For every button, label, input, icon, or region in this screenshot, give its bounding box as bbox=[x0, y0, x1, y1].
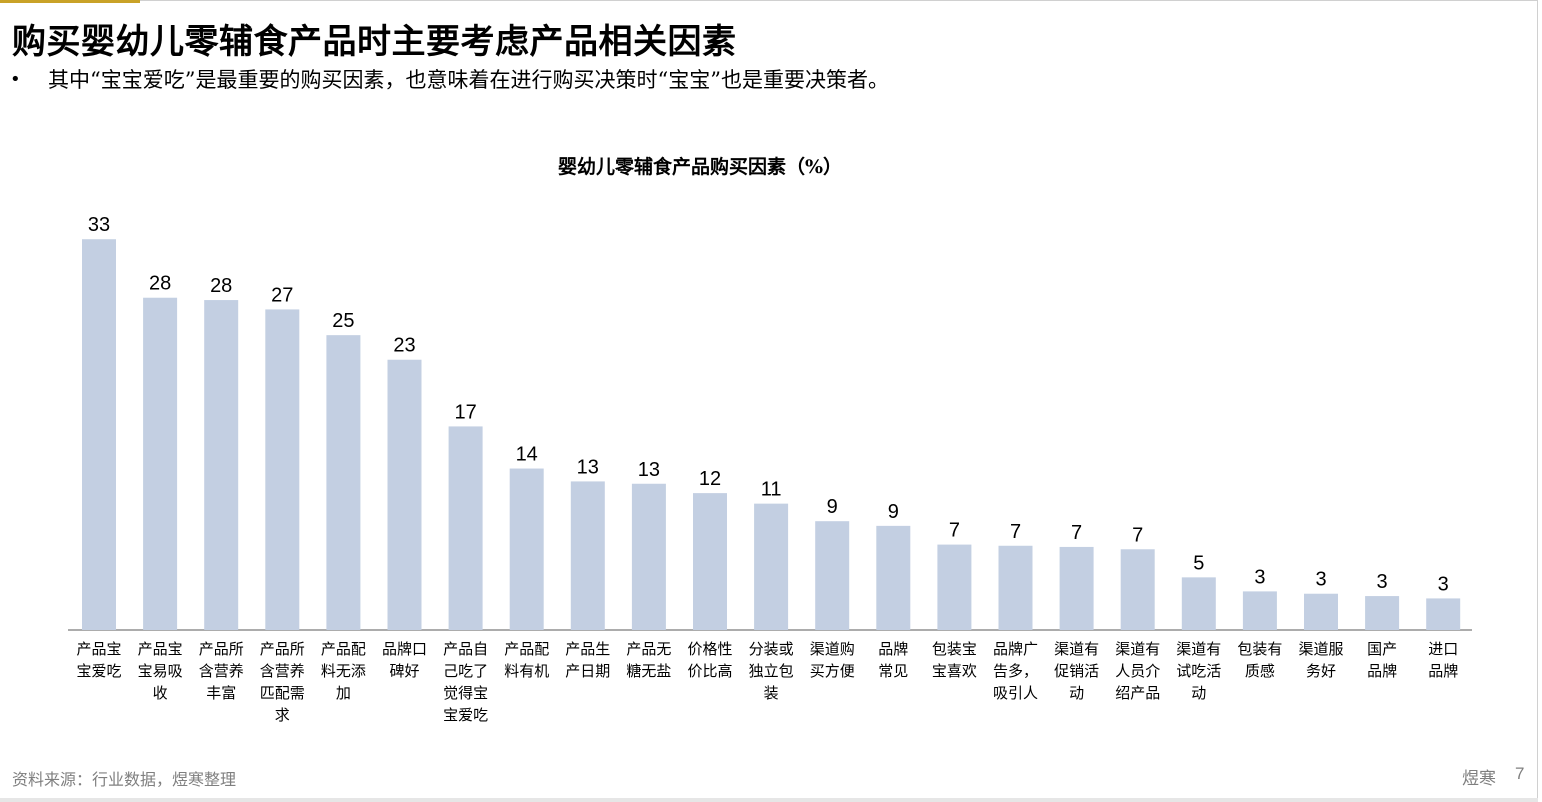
bar bbox=[693, 493, 727, 630]
bar bbox=[509, 468, 544, 630]
x-tick-label: 进口品牌 bbox=[1428, 640, 1458, 680]
bottom-edge bbox=[0, 798, 1538, 802]
right-border-line bbox=[1537, 0, 1538, 798]
data-label: 13 bbox=[638, 459, 660, 481]
data-label: 3 bbox=[1254, 566, 1265, 588]
bar bbox=[754, 503, 789, 630]
x-tick-label: 产品配料无添加 bbox=[321, 640, 366, 702]
x-tick-label: 包装宝宝喜欢 bbox=[932, 640, 977, 680]
data-label: 12 bbox=[699, 468, 721, 490]
x-tick-label: 包装有质感 bbox=[1237, 640, 1282, 680]
x-tick-label: 分装或独立包装 bbox=[749, 640, 794, 702]
bullet-dot-icon: • bbox=[10, 68, 21, 90]
data-label: 28 bbox=[210, 275, 232, 297]
bar bbox=[387, 359, 422, 630]
data-label: 28 bbox=[149, 273, 171, 295]
data-label: 7 bbox=[949, 520, 960, 542]
data-label: 3 bbox=[1315, 569, 1326, 591]
x-tick-label: 产品所含营养匹配需求 bbox=[260, 640, 305, 724]
bar bbox=[1181, 577, 1216, 630]
x-tick-label: 产品自己吃了觉得宝宝爱吃 bbox=[443, 640, 488, 724]
bar bbox=[82, 239, 116, 630]
data-label: 27 bbox=[271, 284, 293, 306]
x-tick-label: 价格性价比高 bbox=[687, 640, 732, 680]
data-label: 13 bbox=[577, 456, 599, 478]
x-tick-label: 国产品牌 bbox=[1367, 640, 1397, 680]
data-label: 7 bbox=[1071, 522, 1082, 544]
x-tick-label: 产品生产日期 bbox=[565, 640, 610, 680]
bar bbox=[1304, 593, 1338, 630]
bar bbox=[570, 481, 605, 630]
x-tick-label: 产品宝宝爱吃 bbox=[76, 640, 121, 680]
bar bbox=[1242, 591, 1277, 630]
x-tick-label: 渠道有试吃活动 bbox=[1176, 640, 1221, 702]
x-tick-label: 渠道服务好 bbox=[1298, 640, 1343, 680]
brand-name: 煜寒 bbox=[1462, 769, 1496, 789]
page-number: 7 bbox=[1515, 764, 1525, 783]
x-tick-label: 品牌广告多，吸引人 bbox=[993, 640, 1038, 702]
top-accent-rule bbox=[0, 0, 140, 3]
x-tick-label: 渠道有促销活动 bbox=[1054, 640, 1099, 702]
data-label: 3 bbox=[1438, 573, 1449, 595]
page-title: 购买婴幼儿零辅食产品时主要考虑产品相关因素 bbox=[12, 22, 737, 62]
data-label: 9 bbox=[888, 501, 899, 523]
x-tick-label: 产品所含营养丰富 bbox=[199, 640, 244, 702]
data-label: 17 bbox=[454, 401, 476, 423]
x-tick-label: 产品宝宝易吸收 bbox=[138, 640, 183, 702]
bullet-point: • 其中“宝宝爱吃”是最重要的购买因素，也意味着在进行购买决策时“宝宝”也是重要… bbox=[10, 64, 889, 94]
bar bbox=[815, 521, 850, 630]
x-tick-label: 品牌口碑好 bbox=[382, 640, 427, 680]
bar bbox=[937, 544, 972, 630]
data-label: 25 bbox=[332, 310, 354, 332]
x-tick-label: 产品无糖无盐 bbox=[626, 640, 671, 680]
data-label: 14 bbox=[516, 444, 538, 466]
chart-title: 婴幼儿零辅食产品购买因素（%） bbox=[557, 156, 843, 178]
bar bbox=[204, 300, 239, 630]
x-tick-label: 品牌常见 bbox=[878, 640, 908, 680]
x-tick-label: 渠道有人员介绍产品 bbox=[1115, 640, 1160, 702]
source-note: 资料来源：行业数据，煜寒整理 bbox=[12, 770, 237, 789]
data-label: 23 bbox=[393, 335, 415, 357]
bar bbox=[998, 545, 1033, 630]
data-label: 5 bbox=[1193, 552, 1204, 574]
bar bbox=[876, 525, 911, 630]
x-tick-label: 渠道购买方便 bbox=[810, 640, 855, 680]
bar bbox=[143, 297, 178, 630]
top-border-line bbox=[140, 0, 1538, 1]
x-tick-label: 产品配料有机 bbox=[504, 640, 549, 680]
bar bbox=[631, 483, 666, 630]
bar bbox=[448, 426, 483, 630]
bar bbox=[1426, 598, 1461, 630]
bar bbox=[265, 309, 300, 630]
bar bbox=[1059, 546, 1094, 630]
bar bbox=[326, 335, 361, 630]
data-label: 33 bbox=[88, 214, 110, 236]
bar bbox=[1365, 596, 1400, 630]
data-label: 7 bbox=[1010, 521, 1021, 543]
bullet-text: 其中“宝宝爱吃”是最重要的购买因素，也意味着在进行购买决策时“宝宝”也是重要决策… bbox=[48, 68, 889, 92]
data-label: 11 bbox=[761, 479, 782, 501]
data-label: 9 bbox=[827, 496, 838, 518]
data-label: 3 bbox=[1377, 571, 1388, 593]
bar bbox=[1120, 549, 1155, 630]
data-label: 7 bbox=[1132, 524, 1143, 546]
